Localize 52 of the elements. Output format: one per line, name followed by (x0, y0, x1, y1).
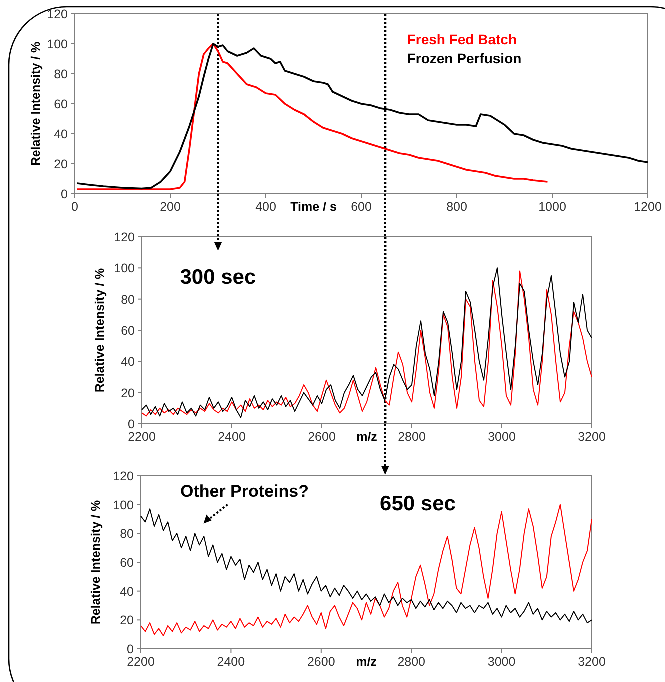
x-tick-label: 0 (72, 200, 79, 214)
x-tick-label: 1000 (538, 200, 566, 214)
y-tick-label: 60 (121, 324, 136, 338)
x-tick-label: 2200 (128, 430, 156, 444)
x-tick-label: 2600 (308, 430, 336, 444)
x-tick-label: 3000 (488, 430, 516, 444)
x-tick-label: 1200 (634, 200, 662, 214)
y-tick-label: 100 (47, 38, 68, 52)
x-tick-label: 2400 (217, 655, 246, 669)
y-tick-label: 0 (127, 642, 134, 656)
x-tick-label: 2200 (127, 655, 155, 669)
y-tick-label: 40 (121, 355, 136, 370)
y-tick-label: 120 (113, 470, 134, 484)
x-tick-label: 400 (256, 200, 276, 214)
x-tick-label: 3000 (488, 655, 516, 669)
x-axis-title: m/z (356, 655, 377, 669)
y-tick-label: 20 (121, 386, 136, 400)
x-tick-label: 2800 (398, 430, 426, 444)
x-tick-label: 3200 (578, 430, 606, 444)
x-tick-label: 3200 (578, 655, 606, 669)
x-tick-label: 200 (160, 200, 181, 214)
annotation: 300 sec (180, 266, 256, 289)
y-tick-label: 120 (47, 8, 68, 22)
y-tick-label: 60 (54, 98, 68, 112)
annotation: 650 sec (380, 492, 456, 516)
y-axis-title: Relative Intensity / % (89, 500, 103, 625)
text: Fresh Fed Batch (407, 32, 518, 48)
line-series (76, 43, 549, 190)
y-tick-label: 100 (114, 262, 136, 276)
y-tick-label: 100 (113, 498, 134, 512)
y-tick-label: 120 (114, 230, 136, 244)
x-tick-label: 2400 (218, 430, 246, 444)
annotation: Other Proteins? (180, 482, 309, 501)
x-tick-label: 2600 (307, 655, 336, 669)
x-axis-title: m/z (356, 430, 378, 444)
y-tick-label: 0 (61, 188, 68, 202)
y-tick-label: 60 (120, 556, 134, 570)
y-tick-label: 80 (121, 292, 136, 307)
y-tick-label: 40 (120, 584, 134, 599)
y-tick-label: 20 (54, 158, 68, 172)
y-tick-label: 40 (54, 128, 68, 142)
y-axis-title: Relative Intensity / % (29, 42, 43, 166)
x-tick-label: 800 (446, 200, 468, 214)
text: Frozen Perfusion (407, 50, 522, 67)
x-axis-title: Time / s (290, 200, 337, 214)
y-tick-label: 0 (128, 418, 136, 432)
x-tick-label: 600 (351, 200, 372, 214)
x-tick-label: 2800 (398, 655, 426, 669)
y-tick-label: 80 (54, 68, 68, 82)
y-tick-label: 20 (120, 614, 134, 628)
y-axis-title: Relative Intensity / % (93, 268, 107, 393)
y-tick-label: 80 (120, 527, 134, 542)
